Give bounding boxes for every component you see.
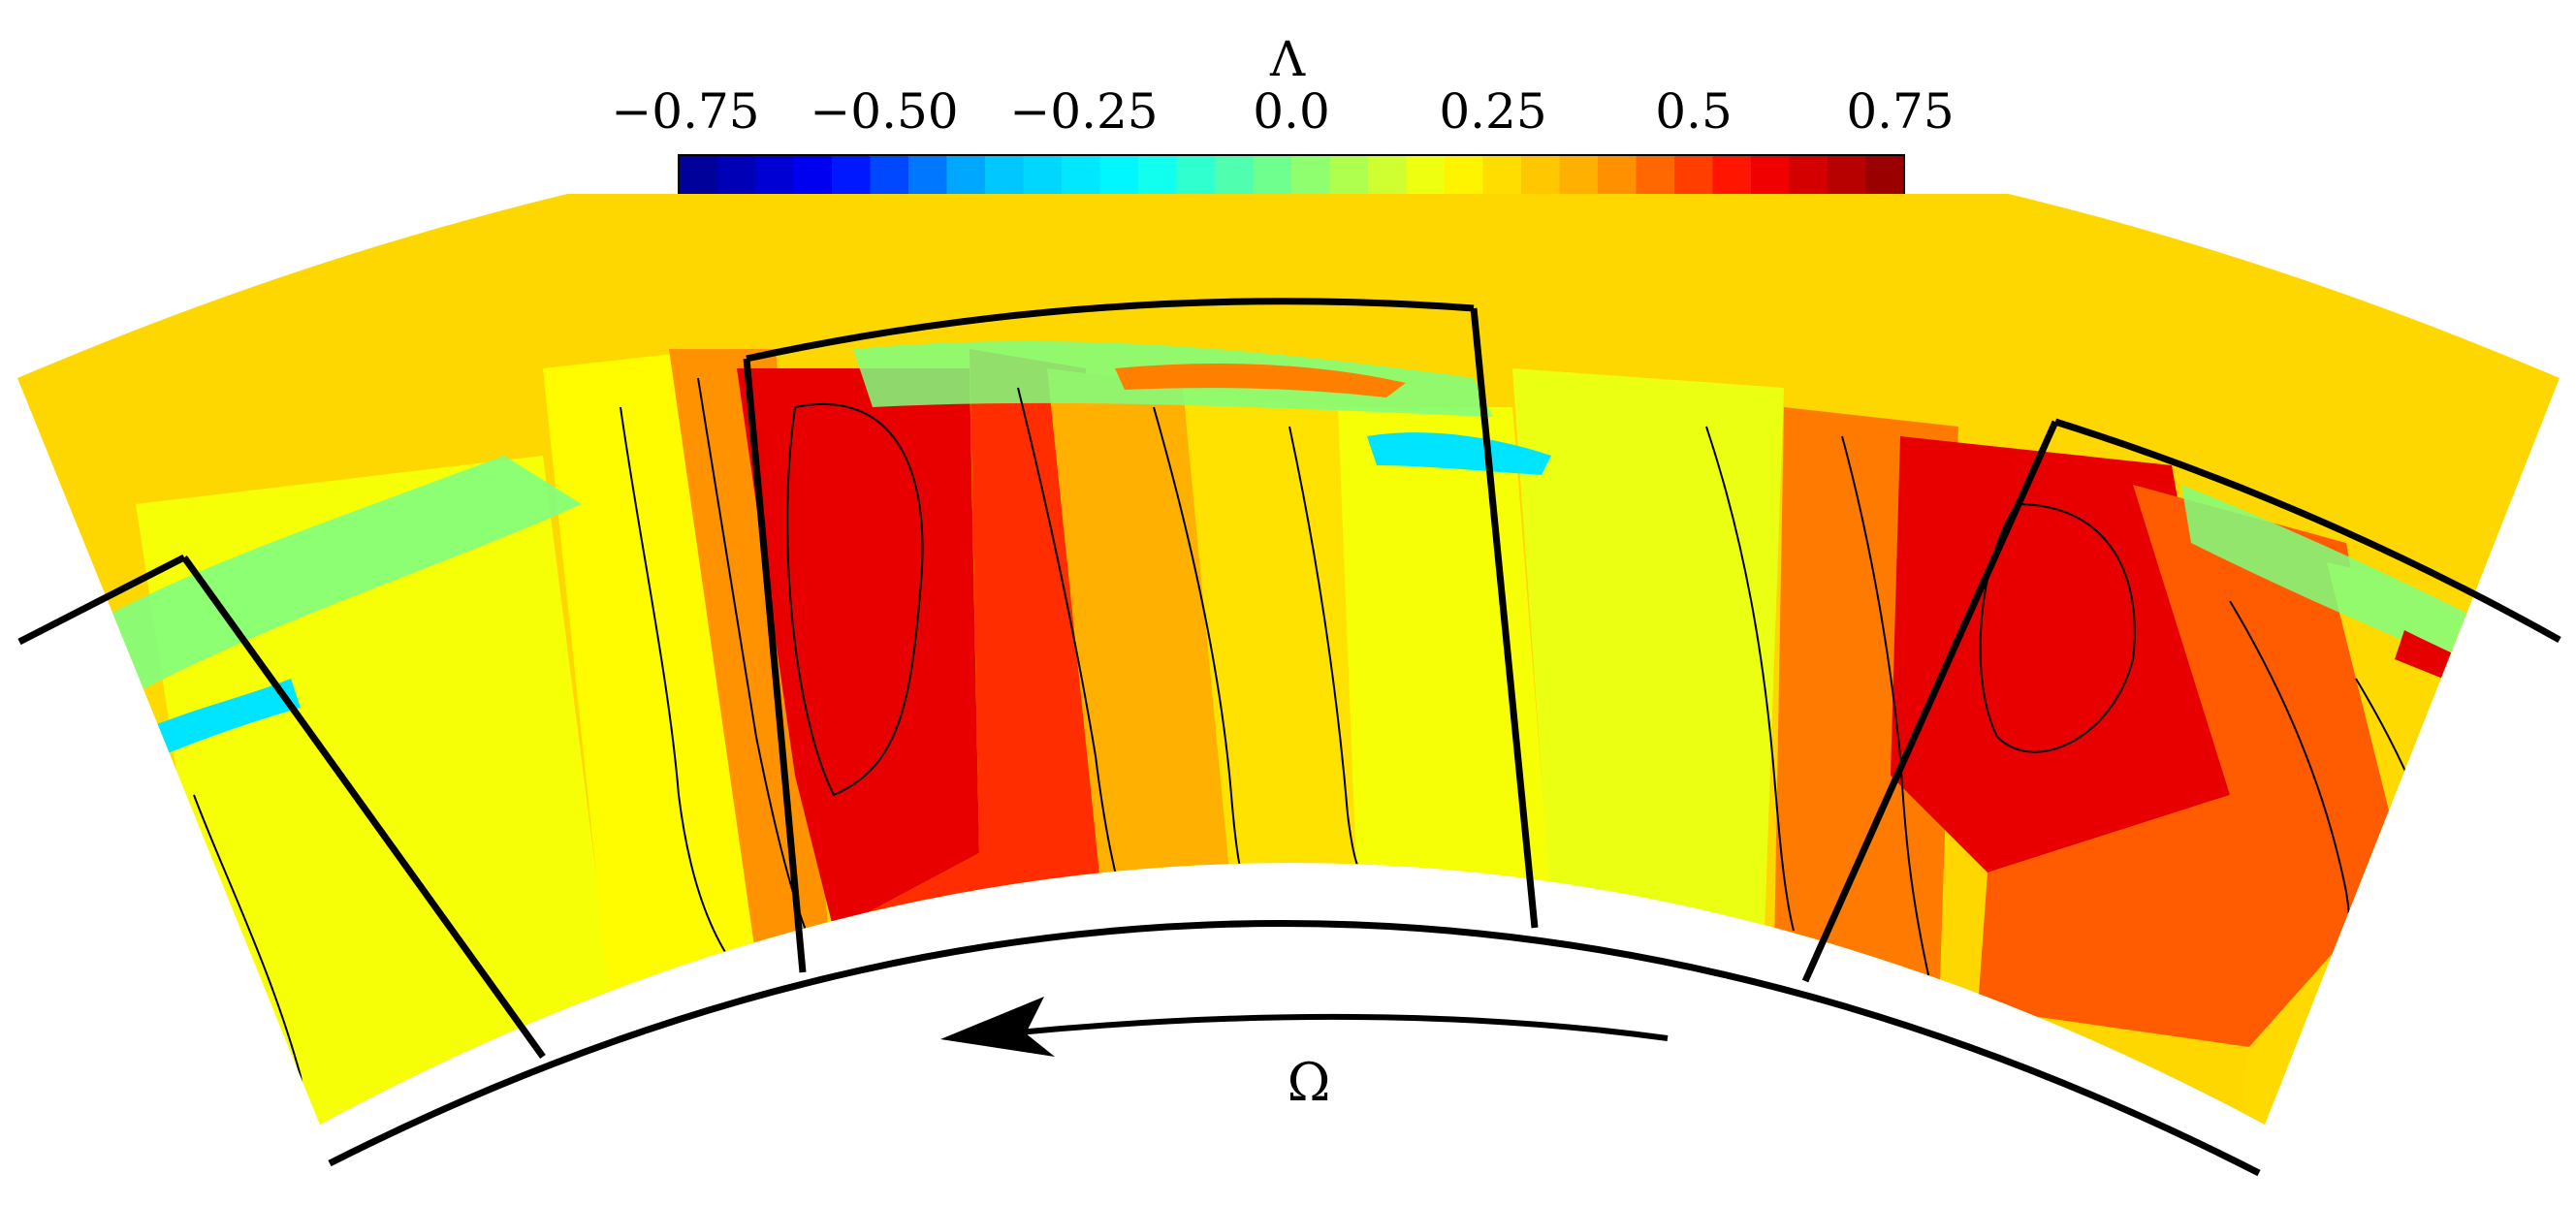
colorbar-level — [1445, 155, 1483, 196]
contour-field — [17, 194, 2560, 1125]
field-band-center — [834, 349, 1105, 969]
rotation-arrow-shaft — [1017, 1013, 1669, 1041]
surface-feature-top-cyan — [1367, 432, 1551, 475]
colorbar-level — [1368, 155, 1407, 196]
contour-line — [1705, 426, 1795, 932]
colorbar-tick-label: 0.75 — [1846, 83, 1954, 140]
colorbar-level — [1215, 155, 1254, 196]
colorbar-level — [1406, 155, 1446, 196]
colorbar-level — [1865, 155, 1905, 196]
rotation-label: Ω — [1288, 1052, 1331, 1113]
colorbar-level — [1023, 155, 1063, 196]
field-band-right-center — [1512, 368, 1784, 931]
colorbar-level — [908, 155, 947, 196]
outer-boundary-arc-right — [2053, 418, 2561, 644]
colorbar-level — [1062, 155, 1100, 196]
colorbar-level — [1482, 155, 1522, 196]
contour-line — [1288, 426, 1368, 883]
domain-outlines — [17, 298, 2561, 1177]
colorbar-tick-label: 0.5 — [1655, 83, 1733, 140]
colorbar-tick-labels: −0.75 −0.50 −0.25 0.0 0.25 0.5 0.75 — [611, 83, 1954, 140]
field-band-far-right — [1978, 485, 2404, 1047]
contour-line — [1979, 502, 2136, 753]
colorbar-level — [755, 155, 794, 196]
colorbar-level — [1253, 155, 1292, 196]
contour-line — [1017, 387, 1126, 912]
rotation-arrow-head-icon — [940, 997, 1055, 1057]
colorbar-level — [679, 155, 717, 196]
colorbar-level — [1712, 155, 1752, 196]
colorbar-level — [1636, 155, 1675, 196]
outer-boundary-arc-left — [17, 554, 186, 646]
colorbar-tick-label: 0.25 — [1439, 83, 1546, 140]
colorbar-level — [1828, 155, 1866, 196]
colorbar-level — [1751, 155, 1790, 196]
colorbar-level — [1291, 155, 1330, 196]
colorbar-level — [1559, 155, 1599, 196]
colorbar-level — [985, 155, 1024, 196]
field-band-mid — [1183, 388, 1357, 892]
colorbar-level — [832, 155, 871, 196]
colorbar-level — [1138, 155, 1177, 196]
field-band-right-peak — [1891, 436, 2230, 873]
colorbar-tick-label: −0.50 — [810, 83, 958, 140]
domain-divider-center-right — [1470, 307, 1539, 929]
colorbar-tick-label: 0.0 — [1253, 83, 1330, 140]
contour-line — [193, 794, 311, 1125]
colorbar-level — [1789, 155, 1829, 196]
colorbar-level — [1674, 155, 1713, 196]
colorbar-divisions — [678, 154, 1905, 197]
colorbar-level — [1521, 155, 1560, 196]
surface-feature-top-orange — [1115, 364, 1406, 397]
colorbar-level — [716, 155, 756, 196]
inner-boundary-arc — [328, 920, 2261, 1177]
domain-divider-right — [1801, 420, 2059, 983]
contour-line — [786, 402, 924, 797]
colorbar-level — [793, 155, 833, 196]
surface-features — [19, 340, 2560, 766]
contour-line — [620, 406, 738, 970]
contour-line — [1841, 435, 1930, 980]
surface-feature-left — [19, 456, 582, 746]
field-band-center-right — [1047, 368, 1231, 931]
rotation-indicator: Ω — [940, 997, 1669, 1113]
colorbar-title: Λ — [1269, 31, 1306, 87]
colorbar-level — [1598, 155, 1637, 196]
colorbar-level — [1329, 155, 1369, 196]
domain-divider-left — [181, 555, 546, 1060]
field-band-center-left — [737, 368, 979, 931]
domain-divider-center-left — [743, 358, 807, 973]
colorbar-level — [1099, 155, 1139, 196]
outer-boundary-arc-center — [746, 298, 1475, 363]
colorbar-tick-label: −0.25 — [1009, 83, 1158, 140]
colorbar-level — [870, 155, 909, 196]
colorbar-level — [1176, 155, 1216, 196]
colorbar-level — [946, 155, 986, 196]
surface-feature-left-cyan — [126, 679, 301, 766]
colorbar-tick-label: −0.75 — [611, 83, 759, 140]
